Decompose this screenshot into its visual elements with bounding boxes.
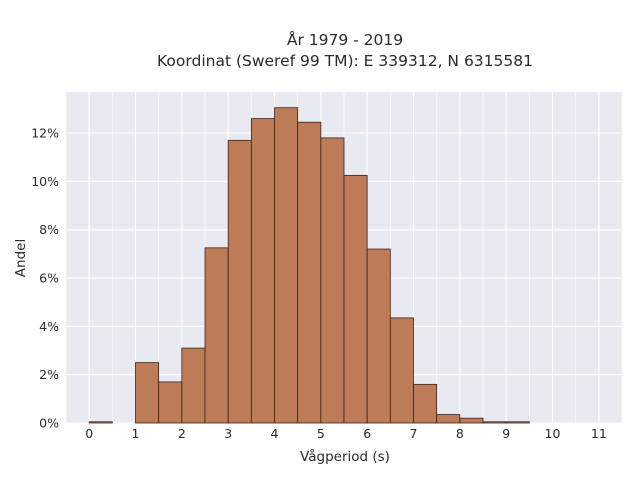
histogram-bar [505,421,530,424]
histogram-bar [158,381,183,424]
x-axis-label: Vågperiod (s) [300,448,390,465]
histogram-bar [274,107,299,424]
y-tick-label: 12% [31,126,59,141]
x-tick-label: 9 [502,426,510,441]
x-tick-label: 10 [545,426,561,441]
y-tick-label: 2% [39,367,59,382]
chart-title-line2: Koordinat (Sweref 99 TM): E 339312, N 63… [157,52,533,70]
histogram-bar [227,139,252,424]
histogram-bar [320,137,345,424]
y-axis-label: Andel [13,239,29,277]
histogram-bar [250,118,275,424]
y-tick-label: 4% [39,319,59,334]
histogram-bar [366,248,391,424]
y-tick-label: 10% [31,174,59,189]
bars [88,107,530,424]
histogram-bar [88,421,113,424]
x-tick-labels: 0 1 2 3 4 5 6 7 8 9 10 11 [85,426,607,441]
x-tick-label: 8 [456,426,464,441]
histogram-bar [204,247,229,424]
histogram-bar [135,362,160,424]
histogram-bar [482,421,507,424]
x-tick-label: 6 [363,426,371,441]
histogram-bar [436,414,461,424]
x-tick-label: 1 [132,426,140,441]
x-tick-label: 2 [178,426,186,441]
histogram-bar [413,383,438,424]
y-tick-labels: 0% 2% 4% 6% 8% 10% 12% [31,126,59,431]
y-tick-label: 6% [39,271,59,286]
chart-title-line1: År 1979 - 2019 [287,30,403,49]
x-tick-label: 4 [271,426,279,441]
x-tick-label: 5 [317,426,325,441]
histogram-bar [343,174,368,424]
histogram-bar [459,417,484,424]
x-tick-label: 3 [224,426,232,441]
histogram-bar [389,317,414,424]
x-tick-label: 0 [85,426,93,441]
x-tick-label: 7 [410,426,418,441]
histogram-bar [297,121,322,424]
y-tick-label: 8% [39,222,59,237]
y-tick-label: 0% [39,416,59,431]
histogram-bar [181,347,206,424]
x-tick-label: 11 [591,426,607,441]
